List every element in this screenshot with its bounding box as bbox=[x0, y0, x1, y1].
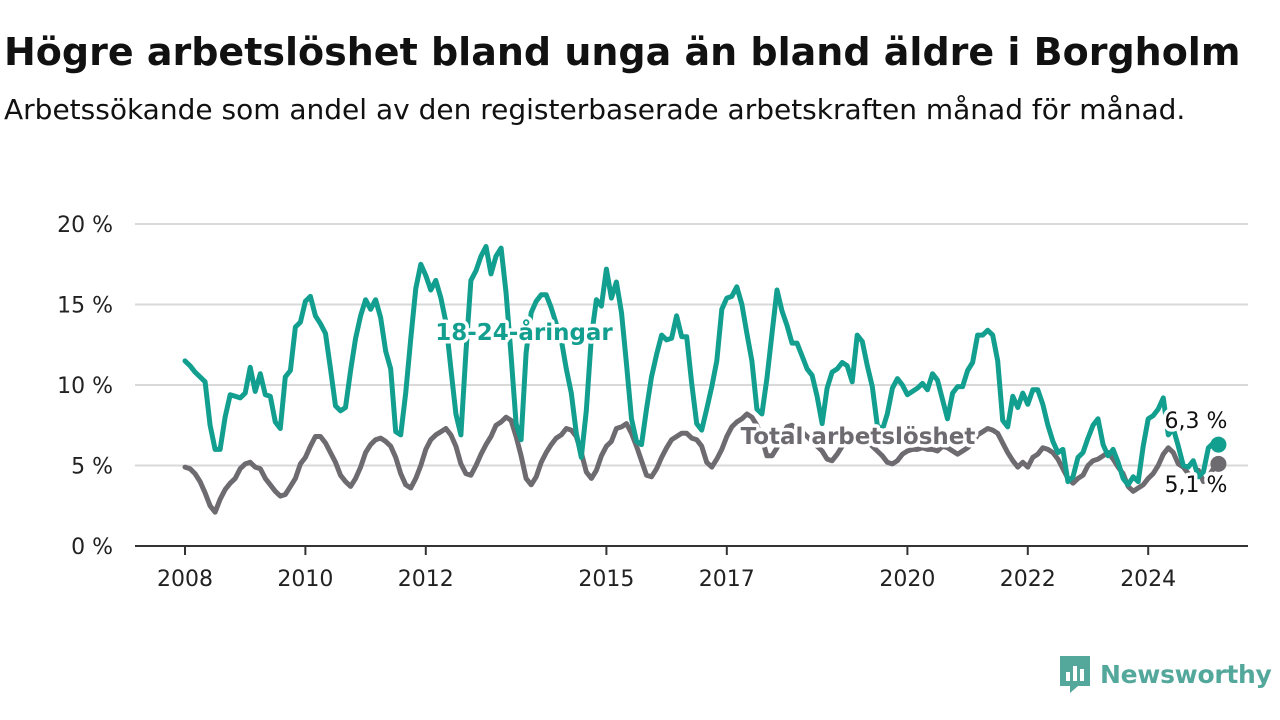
y-tick-label: 5 % bbox=[71, 455, 113, 480]
logo-text: Newsworthy bbox=[1100, 659, 1272, 689]
y-tick-label: 0 % bbox=[71, 535, 113, 560]
series-name-total: Total arbetslöshet bbox=[741, 424, 976, 450]
y-tick-label: 15 % bbox=[57, 294, 113, 319]
end-label-youth-halo: 6,3 % bbox=[1165, 409, 1228, 434]
end-label-total-group: 5,1 %5,1 % bbox=[1161, 470, 1231, 502]
series-name-total-halo: Total arbetslöshet bbox=[741, 424, 976, 450]
gridlines bbox=[135, 223, 1248, 467]
series-name-youth-halo: 18-24-åringar bbox=[435, 319, 613, 346]
chart-subtitle: Arbetssökande som andel av den registerb… bbox=[4, 93, 1186, 126]
x-tick-label: 2008 bbox=[157, 567, 213, 592]
x-axis: 2008 2010 2012 2015 2017 2020 2022 2024 bbox=[135, 545, 1248, 592]
x-tick-label: 2012 bbox=[398, 567, 454, 592]
end-point-total bbox=[1210, 455, 1227, 472]
end-label-youth-group: 6,3 %6,3 % bbox=[1161, 406, 1231, 438]
x-tick-label: 2015 bbox=[578, 567, 634, 592]
end-label-youth: 6,3 % bbox=[1165, 409, 1228, 434]
end-label-total-halo: 5,1 % bbox=[1165, 473, 1228, 498]
series-name-youth: 18-24-åringar bbox=[435, 319, 613, 346]
x-tick-label: 2010 bbox=[277, 567, 333, 592]
newsworthy-logo: Newsworthy bbox=[1058, 654, 1272, 694]
chart-title: Högre arbetslöshet bland unga än bland ä… bbox=[4, 30, 1241, 74]
x-tick-label: 2020 bbox=[879, 567, 935, 592]
y-tick-label: 20 % bbox=[57, 213, 113, 238]
x-tick-label: 2024 bbox=[1120, 567, 1176, 592]
end-label-total: 5,1 % bbox=[1165, 473, 1228, 498]
end-point-youth bbox=[1210, 436, 1227, 453]
x-tick-label: 2017 bbox=[699, 567, 755, 592]
series-line-total bbox=[182, 411, 1221, 515]
newsworthy-chart-icon bbox=[1060, 656, 1090, 693]
series-line-youth bbox=[182, 244, 1221, 488]
y-tick-label: 10 % bbox=[57, 374, 113, 399]
series-lines bbox=[182, 244, 1221, 515]
y-axis-tick-labels: 0 % 5 % 10 % 15 % 20 % bbox=[57, 213, 113, 560]
x-tick-label: 2022 bbox=[1000, 567, 1056, 592]
